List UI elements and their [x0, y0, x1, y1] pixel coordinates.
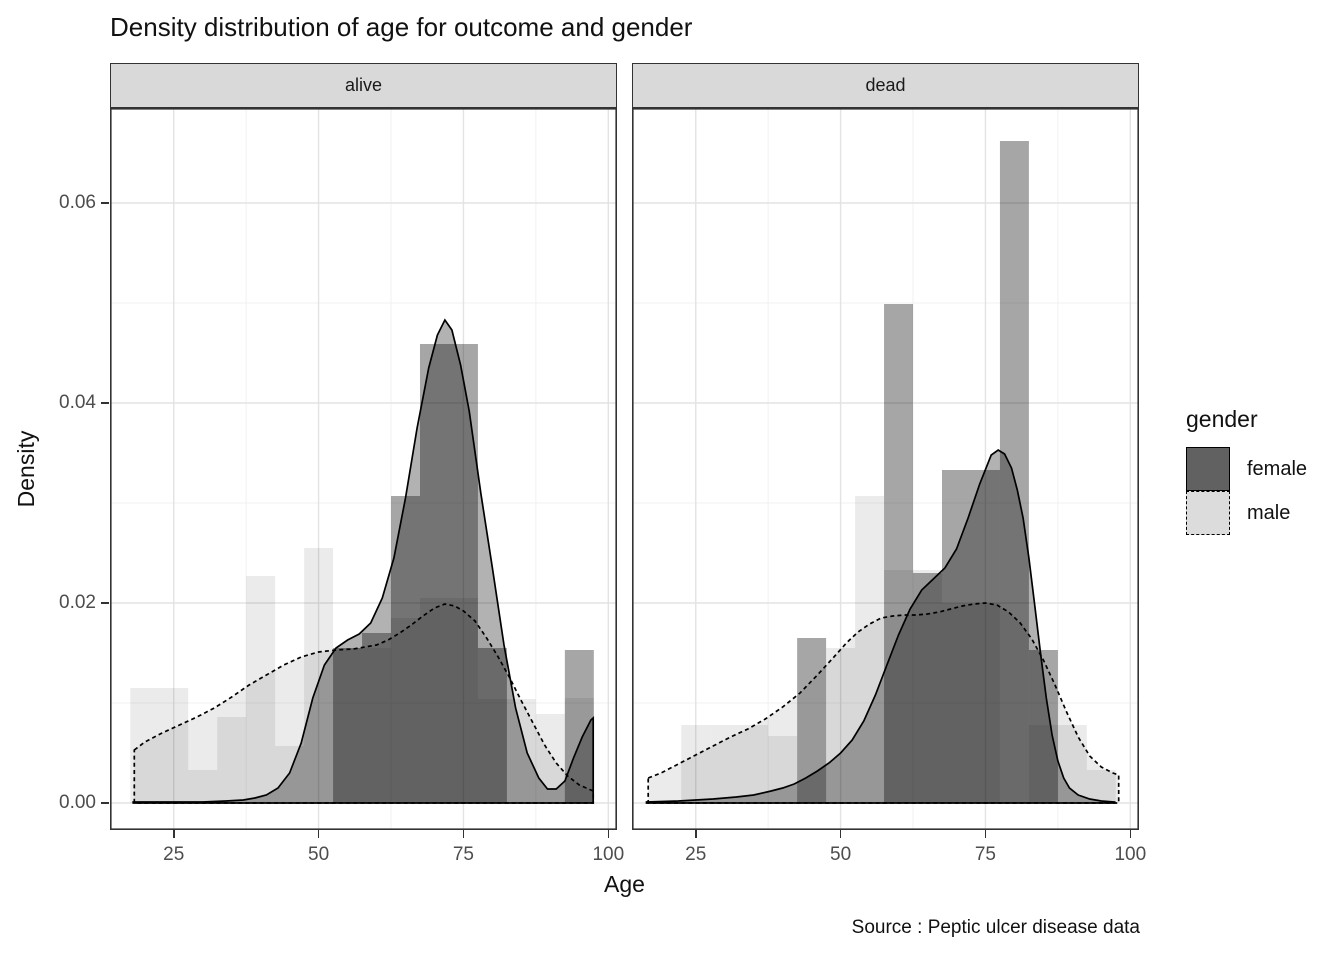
legend-label-female: female [1247, 458, 1308, 480]
histogram-bar-male [419, 598, 449, 803]
density-curve-male [133, 603, 595, 804]
density-curve-male [647, 602, 1120, 804]
histogram-bar-male [130, 688, 160, 803]
y-axis-tick-label: 0.06 [59, 192, 96, 213]
panel-background [632, 108, 1139, 830]
histogram-bar-male [391, 618, 420, 803]
histogram-bar-male [970, 603, 1000, 803]
histogram-bar-male [710, 725, 740, 803]
x-axis-tick [694, 830, 697, 838]
legend-label-male: male [1247, 502, 1291, 524]
y-axis-tick-label: 0.00 [59, 792, 96, 813]
histogram-bar-male [681, 725, 711, 803]
x-axis-tick [607, 830, 610, 838]
x-axis-tick-label: 25 [685, 844, 707, 865]
histogram-bar-male [333, 648, 363, 803]
legend-title: gender [1186, 406, 1258, 432]
facet-panel-dead [632, 108, 1139, 830]
histogram-bar-male [826, 648, 856, 803]
histogram-bar-male [768, 736, 798, 803]
source-caption: Source : Peptic ulcer disease data [851, 917, 1140, 938]
density-curve-female [645, 448, 1116, 804]
histogram-bar-female [797, 638, 827, 803]
histogram-bar-female [362, 633, 392, 803]
x-axis-tick-label: 100 [592, 844, 625, 865]
histogram-bar-male [884, 570, 914, 803]
x-axis-tick-label: 50 [308, 844, 330, 865]
histogram-bar-male [304, 548, 334, 803]
x-axis-tick [172, 830, 175, 838]
histogram-bar-male [1086, 770, 1116, 803]
x-axis-tick [1129, 830, 1132, 838]
x-axis-tick-label: 75 [974, 844, 996, 865]
legend-swatch-male [1186, 491, 1230, 535]
x-axis-tick-label: 25 [163, 844, 185, 865]
histogram-bar-female [477, 648, 507, 803]
histogram-bar-female [333, 648, 363, 803]
histogram-bar-male [188, 770, 218, 803]
x-axis-tick-label: 50 [830, 844, 852, 865]
x-axis-tick [317, 830, 320, 838]
chart-title: Density distribution of age for outcome … [110, 12, 693, 42]
histogram-bar-male [448, 598, 478, 803]
x-axis-tick [462, 830, 465, 838]
histogram-bar-female [913, 573, 942, 803]
histogram-bar-female [970, 470, 1000, 803]
panel-background [110, 108, 617, 830]
facet-strip-alive: alive [110, 63, 617, 108]
histogram-bar-male [246, 576, 276, 803]
y-axis-tick-label: 0.04 [59, 392, 96, 413]
histogram-bar-female [999, 141, 1029, 803]
facet-panel-alive [110, 108, 617, 830]
x-axis-tick [984, 830, 987, 838]
legend-swatch-female [1186, 447, 1230, 491]
facet-strip-dead: dead [632, 63, 1139, 108]
histogram-bar-male [941, 603, 971, 803]
x-axis-tick-label: 100 [1114, 844, 1147, 865]
x-axis-tick-label: 75 [452, 844, 474, 865]
y-axis-tick [101, 202, 109, 204]
x-axis-tick [839, 830, 842, 838]
panel-border [110, 108, 617, 830]
histogram-bar-male [159, 688, 189, 803]
histogram-bar-female [448, 344, 478, 803]
histogram-bar-female [884, 304, 914, 803]
histogram-bar-male [275, 746, 305, 803]
histogram-bar-male [217, 717, 247, 803]
panel-border [632, 108, 1139, 830]
x-axis-title: Age [604, 871, 645, 897]
histogram-bar-male [913, 570, 942, 803]
y-axis-tick-label: 0.02 [59, 592, 96, 613]
y-axis-title: Density [13, 430, 39, 508]
facet-strip-alive-label: alive [344, 75, 383, 95]
histogram-bar-male [362, 648, 392, 803]
density-curve-female [132, 318, 595, 804]
histogram-bar-male [477, 699, 507, 803]
y-axis-tick [101, 602, 109, 604]
histogram-bar-male [739, 725, 769, 803]
y-axis-tick [101, 402, 109, 404]
histogram-bar-male [506, 699, 536, 803]
histogram-bar-female [564, 650, 594, 803]
histogram-bar-male [855, 496, 885, 803]
y-axis-tick [101, 802, 109, 804]
histogram-bar-female [419, 344, 449, 803]
facet-strip-dead-label: dead [865, 75, 906, 95]
